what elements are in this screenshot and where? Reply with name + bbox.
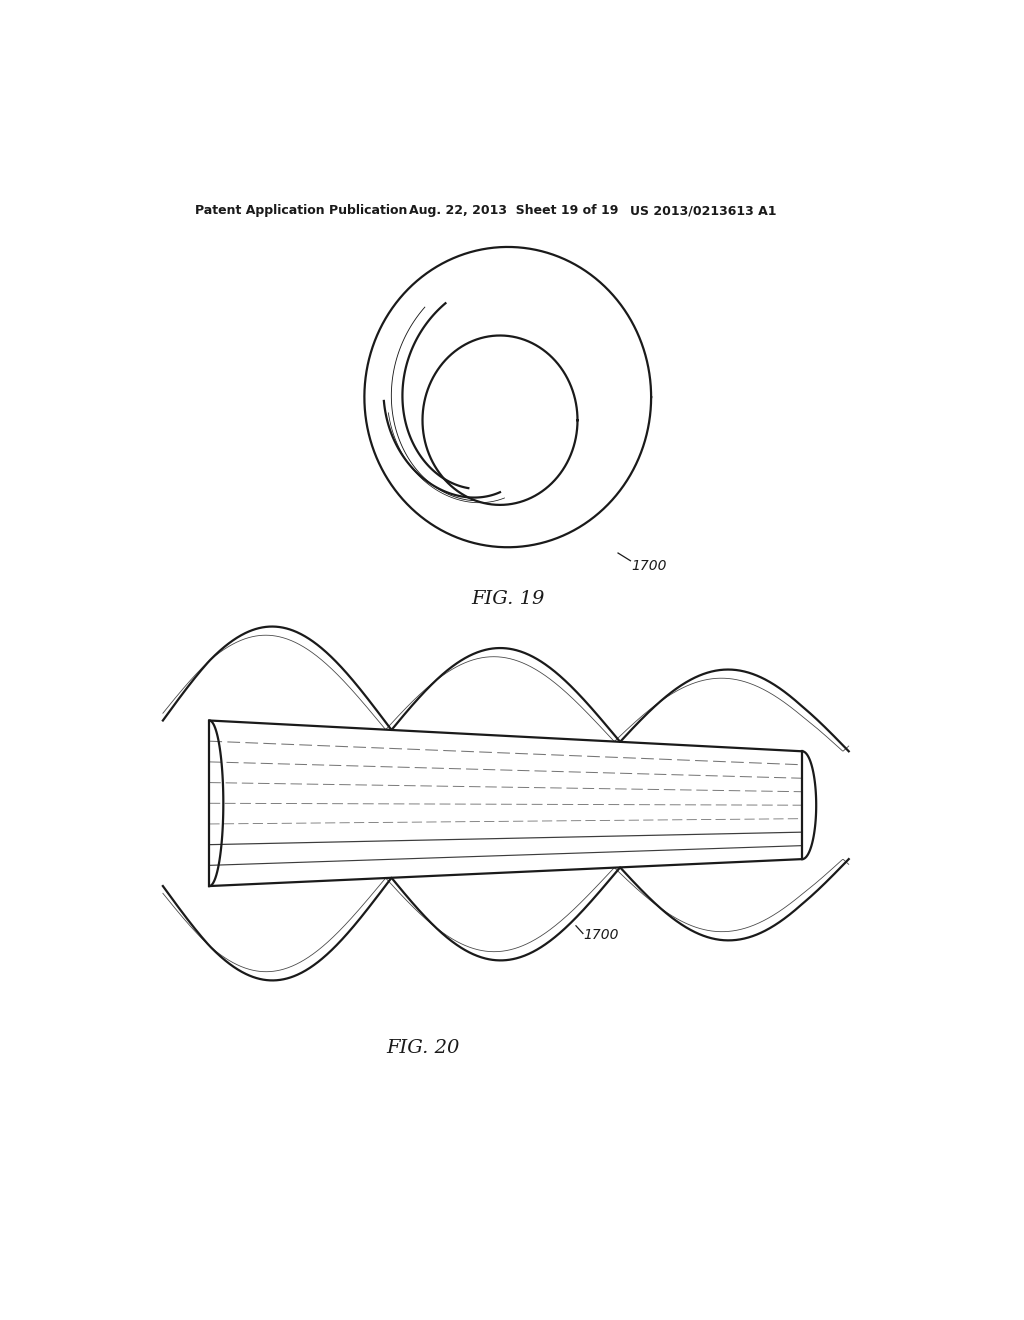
Text: FIG. 20: FIG. 20 — [386, 1039, 459, 1056]
Text: 1700: 1700 — [631, 560, 667, 573]
Text: US 2013/0213613 A1: US 2013/0213613 A1 — [630, 205, 776, 218]
Text: FIG. 19: FIG. 19 — [471, 590, 545, 607]
Text: Patent Application Publication: Patent Application Publication — [196, 205, 408, 218]
Text: Aug. 22, 2013  Sheet 19 of 19: Aug. 22, 2013 Sheet 19 of 19 — [409, 205, 617, 218]
Text: 1700: 1700 — [584, 928, 620, 942]
